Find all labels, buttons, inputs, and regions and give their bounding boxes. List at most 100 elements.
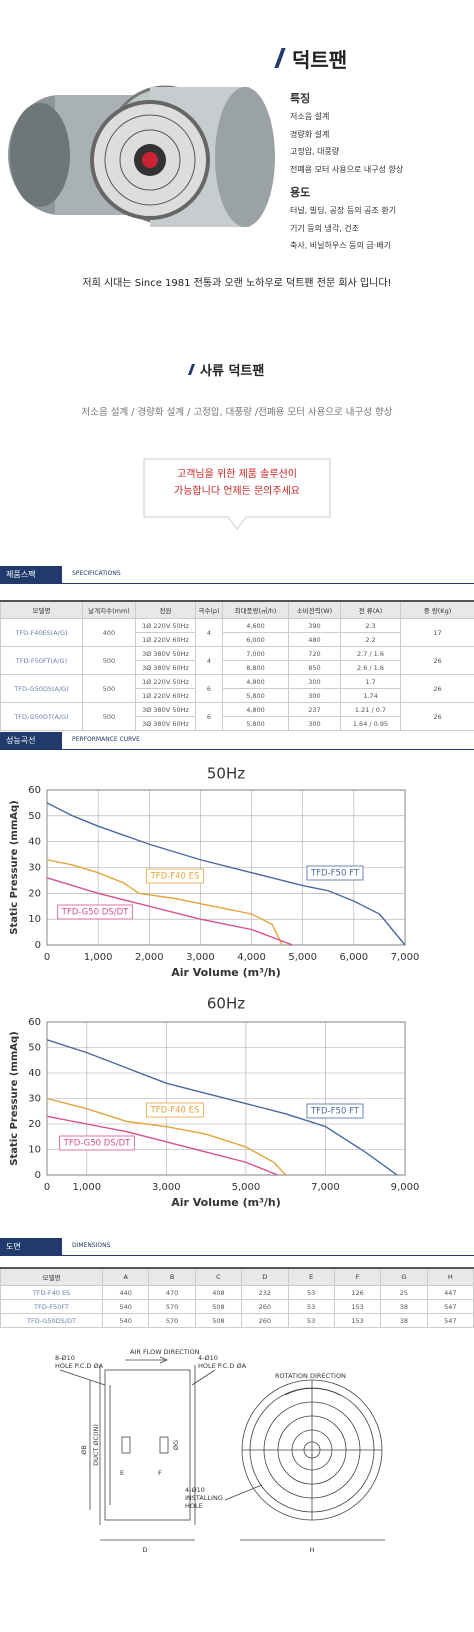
- cell: 53: [287, 1285, 335, 1300]
- x-tick-label: 9,000: [391, 1182, 420, 1193]
- cell: 53: [287, 1299, 335, 1314]
- row: TFD-F50FT 540 570 508 260 53 153 38 547: [0, 1299, 474, 1314]
- x-tick-label: 5,000: [288, 952, 317, 963]
- cell: 7,000: [222, 646, 289, 661]
- tab-en: DIMENSIONS: [72, 1242, 111, 1249]
- y-tick-label: 50: [28, 811, 41, 822]
- line: [46, 1115, 278, 1176]
- cell: TFD-F50FT: [0, 1299, 103, 1314]
- cell: 126: [333, 1285, 382, 1300]
- row: 1Ø 220V 60Hz 6,000 480 2.2: [1, 632, 474, 647]
- series-label: TFD-F40 ES: [150, 1106, 200, 1116]
- cell: 4,800: [222, 702, 289, 717]
- drawing-label: 8-Ø10: [55, 1354, 75, 1362]
- cell: 4,600: [222, 618, 289, 633]
- y-tick-label: 30: [28, 1094, 41, 1105]
- chart-title: 50Hz: [207, 765, 245, 783]
- header-cell: 극수(p): [195, 600, 223, 619]
- cell: 53: [287, 1313, 335, 1328]
- row: TFD-G50DT(A/G) 500 3Ø 380V 50Hz 6 4,800 237 1.…: [0, 702, 474, 731]
- cell: 1.7: [340, 674, 401, 689]
- line: [46, 1097, 287, 1176]
- drawing-label: INSTALLING: [185, 1494, 223, 1502]
- tab-label: 제품스펙: [0, 566, 62, 584]
- cell: 3Ø 380V 50Hz: [135, 702, 196, 717]
- x-tick-label: 4,000: [237, 952, 266, 963]
- cell: 470: [148, 1285, 196, 1300]
- dimensions-table: 모델명 A B C D E F G H TFD-F40 ES 440 470 408 232 53 126 25…: [0, 1267, 474, 1328]
- x-tick-label: 3,000: [152, 1182, 181, 1193]
- cell: 3Ø 380V 60Hz: [135, 716, 196, 731]
- header-cell: 날개지수(mm): [82, 600, 136, 619]
- cell: 25: [380, 1285, 428, 1300]
- cell: 5,800: [222, 716, 289, 731]
- dimension-drawing: AIR FLOW DIRECTION 8-Ø10 HOLE P.C.D ØA 4…: [55, 1348, 385, 1554]
- cell: 408: [194, 1285, 243, 1300]
- cell: 447: [426, 1285, 474, 1300]
- drawing-label: H: [310, 1546, 315, 1554]
- tab-en: PERFORMANCE CURVE: [72, 736, 140, 743]
- y-tick-label: 50: [28, 1043, 41, 1054]
- cell: 1Ø 220V 50Hz: [135, 618, 196, 633]
- header-cell: 전원: [135, 600, 196, 619]
- header-cell: G: [380, 1267, 428, 1286]
- spec-tab: 제품스펙 SPECIFICATIONS: [0, 566, 474, 584]
- cell: 547: [426, 1299, 474, 1314]
- tab-label: 도면: [0, 1238, 62, 1256]
- row: TFD-F40ES(A/G) 400 1Ø 220V 50Hz 4 4,600 390 2.…: [0, 618, 474, 647]
- callout: 고객님을 위한 제품 솔루션이 가능합니다 언제든 문의주세요: [140, 466, 334, 500]
- row: TFD-F50FT(A/G) 500 3Ø 380V 50Hz 4 7,000 720 2.…: [0, 646, 474, 675]
- x-axis-label: Air Volume (m³/h): [171, 966, 281, 979]
- row: TFD-G50DS(A/G) 500 1Ø 220V 50Hz 6 4,800 300 1.…: [0, 674, 474, 703]
- product-subtitle: 저소음 설계 / 경량화 설계 / 고정압, 대풍량 /전폐용 모터 사용으로 …: [81, 407, 393, 418]
- cell: 440: [101, 1285, 150, 1300]
- cell: 6,000: [222, 632, 289, 647]
- performance-tab: 성능곡선 PERFORMANCE CURVE: [0, 732, 474, 750]
- cell: 570: [148, 1299, 196, 1314]
- y-tick-label: 60: [28, 785, 41, 796]
- drawing-label: E: [120, 1469, 124, 1477]
- label-box: [59, 1135, 135, 1151]
- x-tick-label: 5,000: [232, 1182, 261, 1193]
- row: 3Ø 380V 60Hz 5,800 300 1.64 / 0.95: [1, 716, 474, 731]
- cell: 3Ø 380V 50Hz: [135, 646, 196, 661]
- cell: 500: [82, 702, 136, 731]
- drawing-label: ØG: [172, 1440, 180, 1450]
- cell: 540: [101, 1313, 150, 1328]
- x-tick-label: 0: [44, 952, 50, 963]
- y-tick-label: 0: [35, 940, 41, 951]
- features-heading: 특징: [290, 92, 311, 105]
- uses: 터널, 빌딩, 공장 등의 공조 환기 기기 등의 냉각, 건조 축사, 비닐하우스…: [290, 202, 396, 255]
- cell: 300: [288, 716, 341, 731]
- cell: 26: [400, 674, 474, 703]
- cell: 260: [241, 1313, 289, 1328]
- spec-table: 모델명 날개지수(mm) 전원 극수(p) 최대풍량(㎥/h) 소비전력(W) 전 류(A)…: [0, 600, 474, 731]
- line: [46, 877, 293, 946]
- header-cell: F: [333, 1267, 382, 1286]
- chart: 60Hz 0 10 20 30 40 50 60 0 1,000 3,000 5,000 7,000 9,…: [9, 995, 420, 1210]
- cell: 1Ø 220V 60Hz: [135, 632, 196, 647]
- cell: 400: [82, 618, 136, 647]
- chart: 50Hz 0 10 20 30 40 50 60 0 1,000 2,000 3,000 4,000 5,…: [9, 765, 420, 980]
- feature: 고정압, 대풍량: [290, 147, 340, 156]
- series-label: TFD-F40 ES: [150, 872, 200, 882]
- cell: 26: [400, 646, 474, 675]
- cell: 17: [400, 618, 474, 647]
- y-tick-label: 60: [28, 1017, 41, 1028]
- cell: 1.21 / 0.7: [340, 702, 401, 717]
- x-axis-label: Air Volume (m³/h): [171, 1196, 281, 1209]
- cell: 2.2: [340, 632, 401, 647]
- use: 기기 등의 냉각, 건조: [290, 223, 360, 233]
- header-cell: 최대풍량(㎥/h): [222, 600, 289, 619]
- series-label: TFD-G50 DS/DT: [63, 1139, 131, 1149]
- product-mark: [187, 364, 196, 375]
- x-tick-label: 7,000: [391, 952, 420, 963]
- use: 터널, 빌딩, 공장 등의 공조 환기: [290, 206, 397, 215]
- cell: 390: [288, 618, 341, 633]
- callout-bubble: [143, 458, 331, 530]
- cell: 38: [380, 1299, 428, 1314]
- tab-label: 성능곡선: [0, 732, 62, 750]
- cell: 720: [288, 646, 341, 661]
- header-cell: 중 량(Kg): [400, 600, 474, 619]
- y-tick-label: 40: [28, 837, 41, 848]
